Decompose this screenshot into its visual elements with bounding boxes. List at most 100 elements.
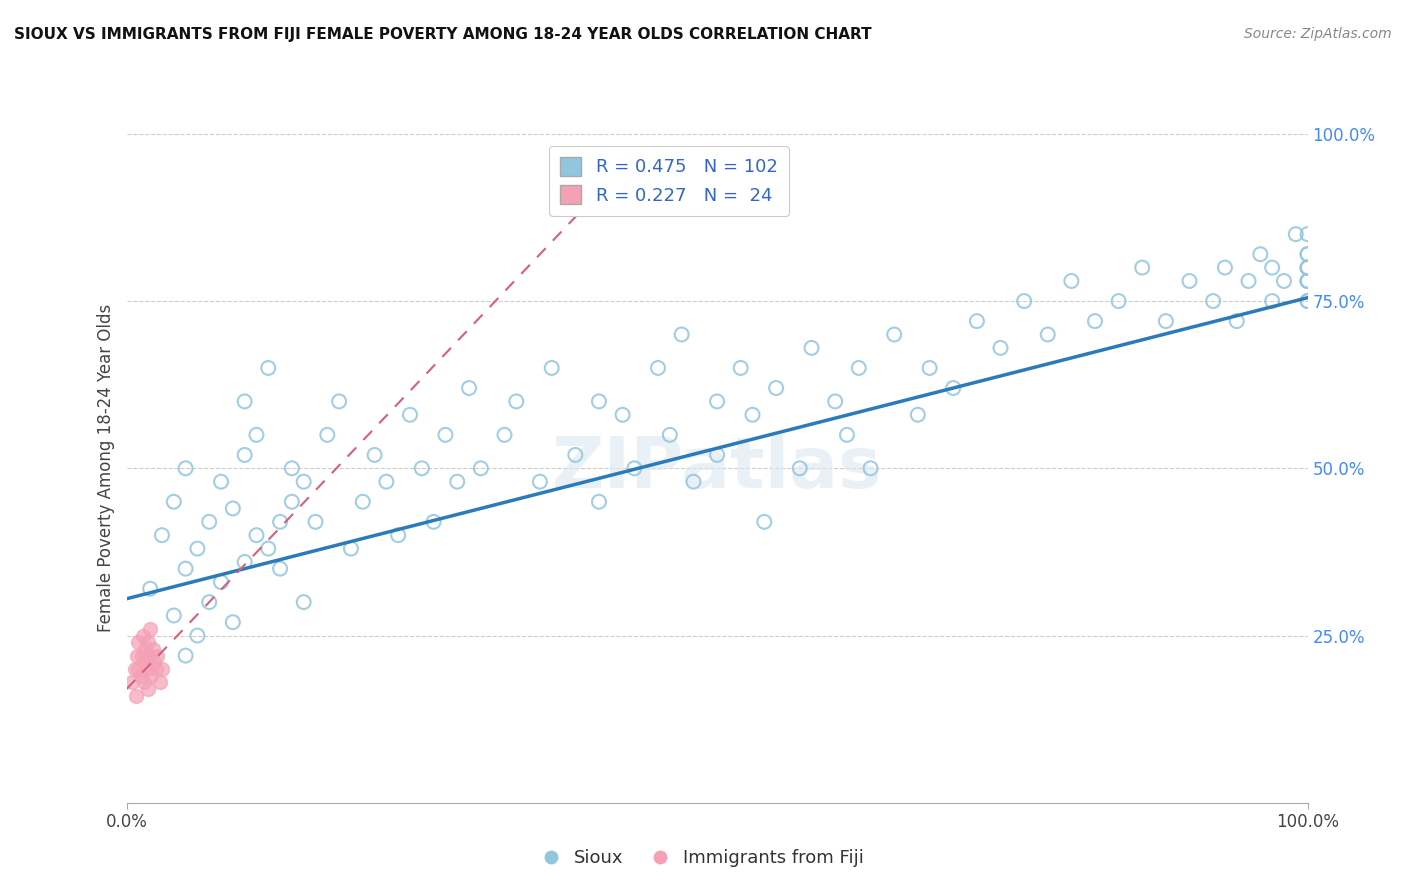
Point — [1261, 260, 1284, 275]
Point — [1060, 274, 1083, 288]
Point — [1296, 294, 1319, 309]
Point — [209, 575, 232, 590]
Point — [434, 428, 457, 442]
Point — [131, 648, 153, 663]
Point — [588, 394, 610, 409]
Point — [340, 541, 363, 556]
Point — [163, 494, 186, 508]
Point — [1296, 274, 1319, 288]
Point — [269, 515, 291, 529]
Point — [138, 648, 160, 663]
Point — [658, 428, 681, 442]
Point — [1296, 247, 1319, 261]
Point — [257, 361, 280, 376]
Point — [127, 648, 149, 663]
Point — [706, 394, 728, 409]
Point — [966, 314, 988, 328]
Point — [1012, 294, 1035, 309]
Point — [150, 662, 173, 676]
Point — [470, 461, 492, 475]
Point — [174, 461, 197, 475]
Point — [292, 475, 315, 489]
Point — [1108, 294, 1130, 309]
Point — [1296, 260, 1319, 275]
Point — [375, 475, 398, 489]
Point — [1084, 314, 1107, 328]
Legend: Sioux, Immigrants from Fiji: Sioux, Immigrants from Fiji — [534, 842, 872, 874]
Point — [564, 448, 586, 462]
Point — [139, 622, 162, 636]
Point — [1213, 260, 1236, 275]
Point — [245, 428, 267, 442]
Point — [1296, 274, 1319, 288]
Point — [848, 361, 870, 376]
Point — [1178, 274, 1201, 288]
Point — [163, 608, 186, 623]
Point — [1261, 294, 1284, 309]
Point — [883, 327, 905, 342]
Text: ZIPatlas: ZIPatlas — [553, 434, 882, 503]
Point — [671, 327, 693, 342]
Point — [1226, 314, 1249, 328]
Text: SIOUX VS IMMIGRANTS FROM FIJI FEMALE POVERTY AMONG 18-24 YEAR OLDS CORRELATION C: SIOUX VS IMMIGRANTS FROM FIJI FEMALE POV… — [14, 27, 872, 42]
Point — [149, 675, 172, 690]
Point — [1036, 327, 1059, 342]
Point — [233, 555, 256, 569]
Point — [125, 689, 148, 703]
Point — [835, 428, 858, 442]
Point — [1296, 260, 1319, 275]
Point — [245, 528, 267, 542]
Y-axis label: Female Poverty Among 18-24 Year Olds: Female Poverty Among 18-24 Year Olds — [97, 304, 115, 632]
Point — [209, 475, 232, 489]
Point — [1202, 294, 1225, 309]
Point — [458, 381, 481, 395]
Point — [647, 361, 669, 376]
Point — [139, 582, 162, 596]
Point — [741, 408, 763, 422]
Point — [222, 615, 245, 630]
Point — [174, 562, 197, 576]
Point — [529, 475, 551, 489]
Point — [411, 461, 433, 475]
Point — [141, 642, 163, 657]
Point — [141, 669, 163, 683]
Point — [281, 461, 304, 475]
Point — [387, 528, 409, 542]
Point — [1296, 227, 1319, 242]
Point — [494, 428, 516, 442]
Point — [233, 394, 256, 409]
Point — [186, 628, 208, 642]
Point — [1296, 274, 1319, 288]
Point — [1272, 274, 1295, 288]
Point — [942, 381, 965, 395]
Point — [142, 655, 165, 669]
Point — [127, 635, 149, 649]
Point — [505, 394, 527, 409]
Point — [198, 515, 221, 529]
Point — [990, 341, 1012, 355]
Point — [800, 341, 823, 355]
Point — [136, 635, 159, 649]
Point — [363, 448, 385, 462]
Point — [824, 394, 846, 409]
Point — [352, 494, 374, 508]
Point — [186, 541, 208, 556]
Point — [124, 662, 146, 676]
Point — [132, 628, 155, 642]
Point — [304, 515, 326, 529]
Point — [134, 642, 156, 657]
Point — [859, 461, 882, 475]
Point — [233, 448, 256, 462]
Point — [1249, 247, 1271, 261]
Point — [127, 662, 149, 676]
Point — [1130, 260, 1153, 275]
Point — [292, 595, 315, 609]
Point — [588, 494, 610, 508]
Point — [1296, 294, 1319, 309]
Text: Source: ZipAtlas.com: Source: ZipAtlas.com — [1244, 27, 1392, 41]
Point — [134, 655, 156, 669]
Point — [907, 408, 929, 422]
Point — [422, 515, 444, 529]
Point — [765, 381, 787, 395]
Point — [121, 675, 143, 690]
